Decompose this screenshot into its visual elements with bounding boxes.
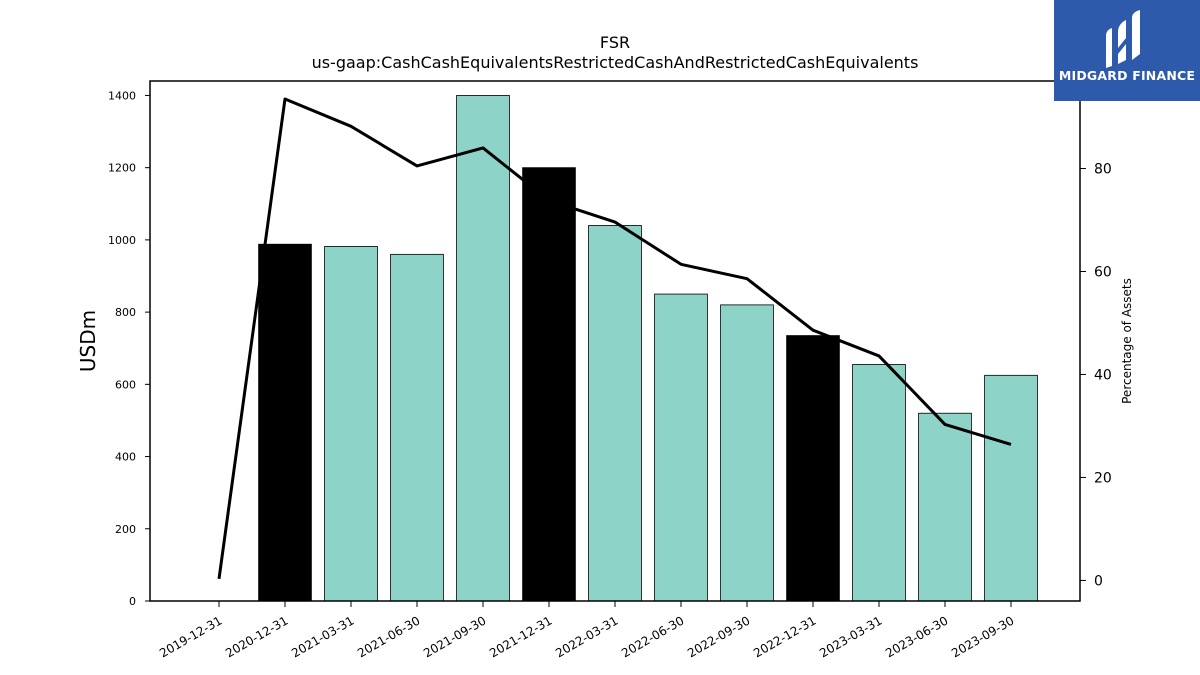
- logo-text: MIDGARD FINANCE: [1058, 68, 1196, 83]
- x-tick-label: 2022-03-31: [553, 613, 620, 660]
- y2-tick-label: 80: [1094, 162, 1112, 178]
- bar: [522, 167, 576, 602]
- bar: [390, 253, 444, 602]
- bar: [654, 293, 708, 602]
- x-tick-label: 2020-12-31: [223, 613, 290, 660]
- bar: [258, 243, 312, 602]
- x-tick-label: 2019-12-31: [157, 613, 224, 660]
- y-tick-label: 800: [115, 306, 136, 319]
- x-tick-label: 2021-06-30: [355, 613, 422, 660]
- logo-mark-icon: [1106, 10, 1140, 68]
- percentage-line: [217, 97, 1012, 580]
- chart-title: FSR: [600, 33, 630, 52]
- bar: [918, 412, 972, 602]
- y2-tick-label: 20: [1094, 470, 1112, 486]
- x-tick-label: 2021-12-31: [487, 613, 554, 660]
- y2-tick-label: 40: [1094, 367, 1112, 383]
- x-tick-label: 2023-09-30: [949, 613, 1016, 660]
- x-tick-label: 2021-03-31: [289, 613, 356, 660]
- y2-tick-label: 60: [1094, 264, 1112, 280]
- y2-axis-label: Percentage of Assets: [1120, 278, 1134, 404]
- bar: [720, 304, 774, 602]
- x-tick-label: 2022-12-31: [751, 613, 818, 660]
- y2-tick-label: 0: [1094, 573, 1103, 589]
- y-tick-label: 600: [115, 378, 136, 391]
- y-tick-label: 200: [115, 523, 136, 536]
- x-tick-label: 2021-09-30: [421, 613, 488, 660]
- bar: [588, 225, 642, 602]
- y-tick-label: 1200: [108, 162, 136, 175]
- midgard-finance-logo: MIDGARD FINANCE: [1054, 0, 1200, 101]
- bar: [456, 95, 510, 602]
- x-tick-label: 2022-09-30: [685, 613, 752, 660]
- y-tick-label: 1000: [108, 234, 136, 247]
- y-tick-label: 1400: [108, 89, 136, 102]
- bar: [984, 374, 1038, 602]
- y-tick-label: 0: [129, 595, 136, 608]
- x-tick-label: 2022-06-30: [619, 613, 686, 660]
- bar: [324, 245, 378, 602]
- x-tick-label: 2023-06-30: [883, 613, 950, 660]
- bar: [852, 364, 906, 602]
- y-tick-label: 400: [115, 451, 136, 464]
- chart-subtitle: us-gaap:CashCashEquivalentsRestrictedCas…: [312, 53, 919, 72]
- y-axis-label: USDm: [76, 310, 100, 372]
- x-tick-label: 2023-03-31: [817, 613, 884, 660]
- bar: [786, 335, 840, 602]
